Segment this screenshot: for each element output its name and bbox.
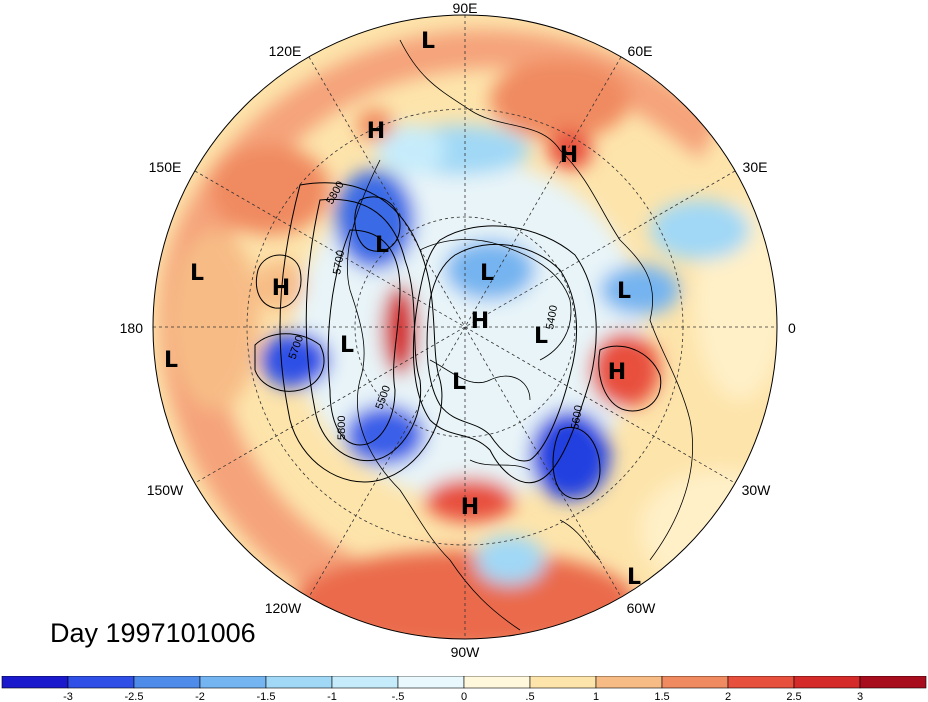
colorbar-swatch (265, 676, 333, 689)
colorbar-swatch (199, 676, 267, 689)
colorbar-swatch (397, 676, 465, 689)
colorbar-tick-label: 3 (857, 691, 863, 702)
high-center-north-atlantic: H (608, 360, 626, 385)
low-center-bering: L (340, 333, 354, 358)
lon-label-150e: 150E (149, 159, 182, 175)
colorbar-tick-label: 2.5 (786, 691, 801, 702)
colorbar-swatch (595, 676, 663, 689)
colorbar-swatch (1, 676, 69, 689)
high-center-north-pacific: H (272, 276, 290, 301)
lon-label-0: 0 (788, 320, 796, 336)
low-center-europe: L (617, 279, 631, 304)
lon-label-30w: 30W (742, 482, 772, 498)
height-contours (254, 182, 662, 500)
map-boundary (152, 14, 778, 640)
colorbar-swatch (727, 676, 795, 689)
low-center-asia-north: L (421, 29, 435, 54)
lon-label-30e: 30E (743, 159, 768, 175)
lon-label-60e: 60E (628, 43, 653, 59)
low-center-canada: L (452, 370, 466, 395)
colorbar-swatch (529, 676, 597, 689)
lon-label-120e: 120E (269, 43, 302, 59)
lon-label-180: 180 (120, 320, 144, 336)
colorbar-tick-label: -2 (195, 691, 205, 702)
colorbar-tick-label: -1.5 (257, 691, 276, 702)
high-center-siberia: H (367, 119, 385, 144)
pressure-center-markers: L H H L H L L L H L L L L H H L (164, 29, 641, 590)
colorbar-swatch (67, 676, 135, 689)
map-title: Day 1997101006 (50, 618, 256, 648)
colorbar: -3 -2.5 -2 -1.5 -1 -.5 0 .5 1 1.5 2 2.5 3 (1, 676, 927, 702)
graticule (153, 15, 777, 639)
colorbar-swatch (661, 676, 729, 689)
contour-label: 5400 (544, 304, 560, 330)
colorbar-swatch (331, 676, 399, 689)
colorbar-tick-label: -3 (63, 691, 73, 702)
longitude-labels: 90E 60E 30E 0 30W 60W 90W 120W 150W 180 … (120, 0, 796, 660)
lon-label-90w: 90W (451, 644, 481, 660)
low-center-arctic-siberia: L (480, 261, 494, 286)
colorbar-swatch (859, 676, 927, 689)
lon-label-120w: 120W (265, 600, 302, 616)
colorbar-tick-label: -1 (327, 691, 337, 702)
colorbar-tick-label: 1.5 (654, 691, 669, 702)
low-center-central-pacific: L (164, 348, 178, 373)
lon-label-90e: 90E (453, 0, 478, 16)
contour-label: 5800 (336, 416, 348, 440)
colorbar-swatch (463, 676, 531, 689)
colorbar-tick-label: 0 (461, 691, 467, 702)
high-center-pole: H (471, 309, 489, 334)
lon-label-150w: 150W (147, 482, 184, 498)
colorbar-tick-label: 1 (593, 691, 599, 702)
contour-label: 5600 (569, 404, 585, 430)
colorbar-tick-label: -.5 (392, 691, 405, 702)
contour-label: 5700 (331, 249, 347, 275)
low-center-kamchatka: L (375, 233, 389, 258)
colorbar-swatch (133, 676, 201, 689)
colorbar-swatch (793, 676, 861, 689)
low-center-scandinavia: L (534, 324, 548, 349)
colorbar-tick-label: -2.5 (125, 691, 144, 702)
colorbar-tick-label: .5 (525, 691, 534, 702)
high-center-usa: H (461, 495, 479, 520)
high-center-central-asia: H (560, 143, 578, 168)
low-center-west-pacific: L (190, 261, 204, 286)
colorbar-tick-label: 2 (725, 691, 731, 702)
low-center-south-atlantic: L (627, 565, 641, 590)
lon-label-60w: 60W (627, 600, 657, 616)
